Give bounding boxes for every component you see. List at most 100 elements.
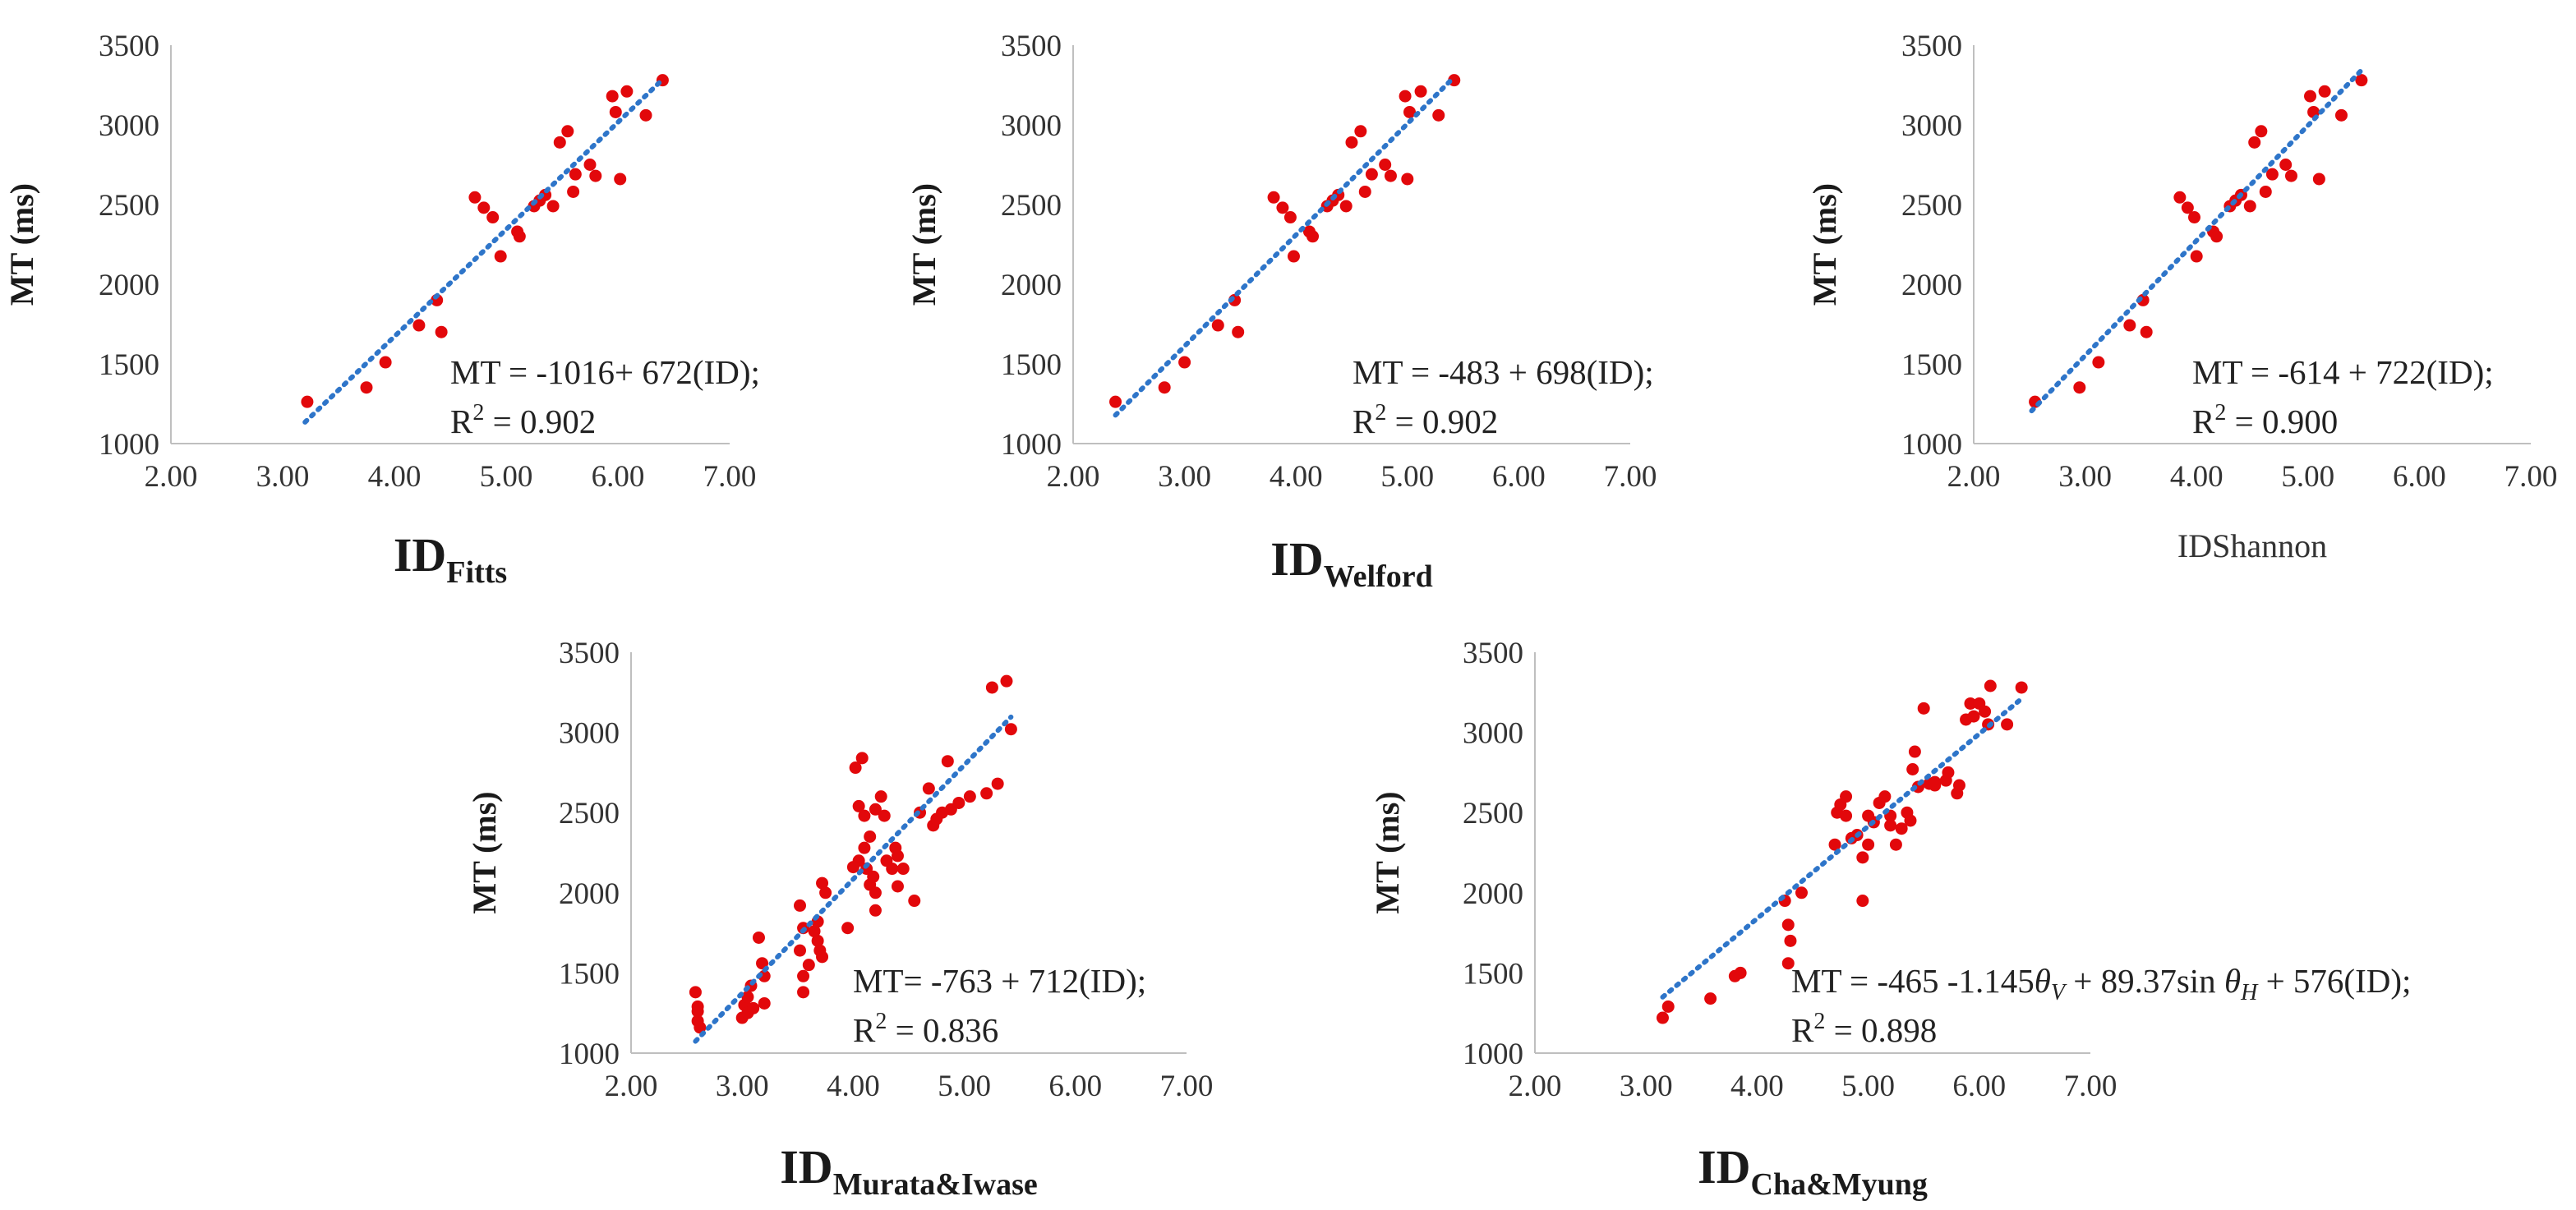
y-tick-label: 2000 xyxy=(99,269,159,302)
data-point xyxy=(412,319,426,332)
data-point xyxy=(1379,159,1392,171)
data-point xyxy=(468,191,482,204)
r-squared-superscript: 2 xyxy=(472,400,484,426)
data-point xyxy=(1158,381,1171,394)
y-tick-label: 2000 xyxy=(1001,269,1062,302)
y-tick-label: 1000 xyxy=(1901,428,1962,462)
data-point xyxy=(802,959,815,972)
data-point xyxy=(794,899,807,912)
data-point xyxy=(985,681,998,694)
data-point xyxy=(1339,200,1353,213)
x-tick-label: 4.00 xyxy=(368,460,422,494)
data-point xyxy=(797,969,810,982)
data-point xyxy=(1984,679,1997,692)
x-axis-title: IDShannon xyxy=(2177,527,2327,564)
equation-text: + 576(ID); xyxy=(2257,962,2411,1000)
y-tick-label: 1500 xyxy=(1463,957,1523,991)
data-point xyxy=(1929,775,1942,789)
data-point xyxy=(1358,185,1371,198)
data-point xyxy=(846,861,859,874)
data-point xyxy=(1904,814,1917,827)
chart-panel-3: 1000 1500 2000 2500 3000 3500 2.00 3.00 4.00 5.00… xyxy=(1806,30,2557,564)
data-point xyxy=(691,1005,704,1018)
y-tick-label: 1000 xyxy=(1001,428,1062,462)
data-point xyxy=(567,185,580,198)
x-tick-label: 6.00 xyxy=(1048,1070,1102,1103)
y-axis-title: MT (ms) xyxy=(906,183,942,306)
x-tick-label: 2.00 xyxy=(1509,1070,1562,1103)
x-tick-label: 3.00 xyxy=(716,1070,769,1103)
data-point xyxy=(869,904,882,917)
trendline xyxy=(1113,74,1457,418)
data-point xyxy=(1267,191,1280,204)
data-point xyxy=(1109,395,1122,408)
data-point xyxy=(360,381,373,394)
data-point xyxy=(811,934,824,947)
data-point xyxy=(2140,325,2153,338)
x-tick-label: 7.00 xyxy=(1604,460,1657,494)
data-point xyxy=(952,796,965,809)
r-squared-superscript: 2 xyxy=(2214,400,2226,426)
data-point xyxy=(546,200,560,213)
data-point xyxy=(1952,779,1965,792)
equation-line-2-r-squared: R2 = 0.900 xyxy=(2192,400,2338,440)
data-point xyxy=(694,1021,707,1034)
data-point xyxy=(1828,838,1841,851)
equation-line-1: MT= -763 + 712(ID); xyxy=(853,962,1146,1000)
data-point xyxy=(758,996,771,1010)
data-point xyxy=(2318,85,2331,98)
data-point xyxy=(841,922,855,935)
r-squared-value: = 0.902 xyxy=(1386,403,1498,440)
data-point xyxy=(849,761,862,775)
r-squared-label: R xyxy=(853,1011,876,1049)
data-point xyxy=(1734,966,1747,979)
y-axis-title: MT (ms) xyxy=(466,791,503,913)
data-point xyxy=(908,895,921,908)
data-point xyxy=(2015,681,2028,694)
data-point xyxy=(819,886,832,899)
chart-panel-4: 1000 1500 2000 2500 3000 3500 2.00 3.00 4.00 5.00… xyxy=(466,637,1213,1202)
theta-symbol: θ xyxy=(2035,962,2051,1000)
y-axis-title: MT (ms) xyxy=(1806,183,1843,306)
data-point xyxy=(2092,356,2105,369)
data-point xyxy=(614,173,627,186)
data-point xyxy=(941,755,954,768)
data-point xyxy=(583,159,597,171)
data-point xyxy=(2279,159,2293,171)
r-squared-label: R xyxy=(450,403,473,440)
y-tick-label: 2500 xyxy=(1001,189,1062,223)
data-point xyxy=(1862,838,1875,851)
data-point xyxy=(486,211,500,224)
data-point xyxy=(1399,90,1412,103)
data-point xyxy=(886,863,899,876)
y-tick-label: 3000 xyxy=(1901,109,1962,143)
x-axis-title-main: ID xyxy=(1270,532,1323,586)
x-axis-title-subscript: Fitts xyxy=(446,555,507,590)
data-point xyxy=(1403,105,1417,118)
chart-panel-1: 1000 1500 2000 2500 3000 3500 2.00 3.00 4.00 5.00… xyxy=(3,30,760,590)
data-point xyxy=(1878,790,1892,803)
x-tick-label: 3.00 xyxy=(2058,460,2112,494)
data-point xyxy=(1895,822,1908,835)
data-point xyxy=(1979,705,1992,718)
data-point xyxy=(1781,918,1795,932)
data-point xyxy=(1889,838,1902,851)
data-point xyxy=(747,1001,760,1014)
data-point xyxy=(553,136,566,149)
data-point xyxy=(379,356,392,369)
x-tick-label: 7.00 xyxy=(2064,1070,2117,1103)
chart-panel-2: 1000 1500 2000 2500 3000 3500 2.00 3.00 4.00 5.00… xyxy=(906,30,1657,594)
y-tick-label: 3500 xyxy=(99,30,159,63)
data-point xyxy=(797,986,810,999)
data-point xyxy=(606,90,619,103)
data-point xyxy=(1856,895,1869,908)
data-point xyxy=(689,986,702,999)
trendline xyxy=(693,714,1014,1044)
x-axis-title-subscript: Murata&Iwase xyxy=(833,1167,1038,1202)
trendline xyxy=(1660,696,2025,1000)
y-tick-label: 3000 xyxy=(99,109,159,143)
data-point xyxy=(1432,108,1445,122)
theta-subscript-h: H xyxy=(2240,980,2259,1005)
data-point xyxy=(878,809,891,822)
data-point xyxy=(2255,125,2268,138)
